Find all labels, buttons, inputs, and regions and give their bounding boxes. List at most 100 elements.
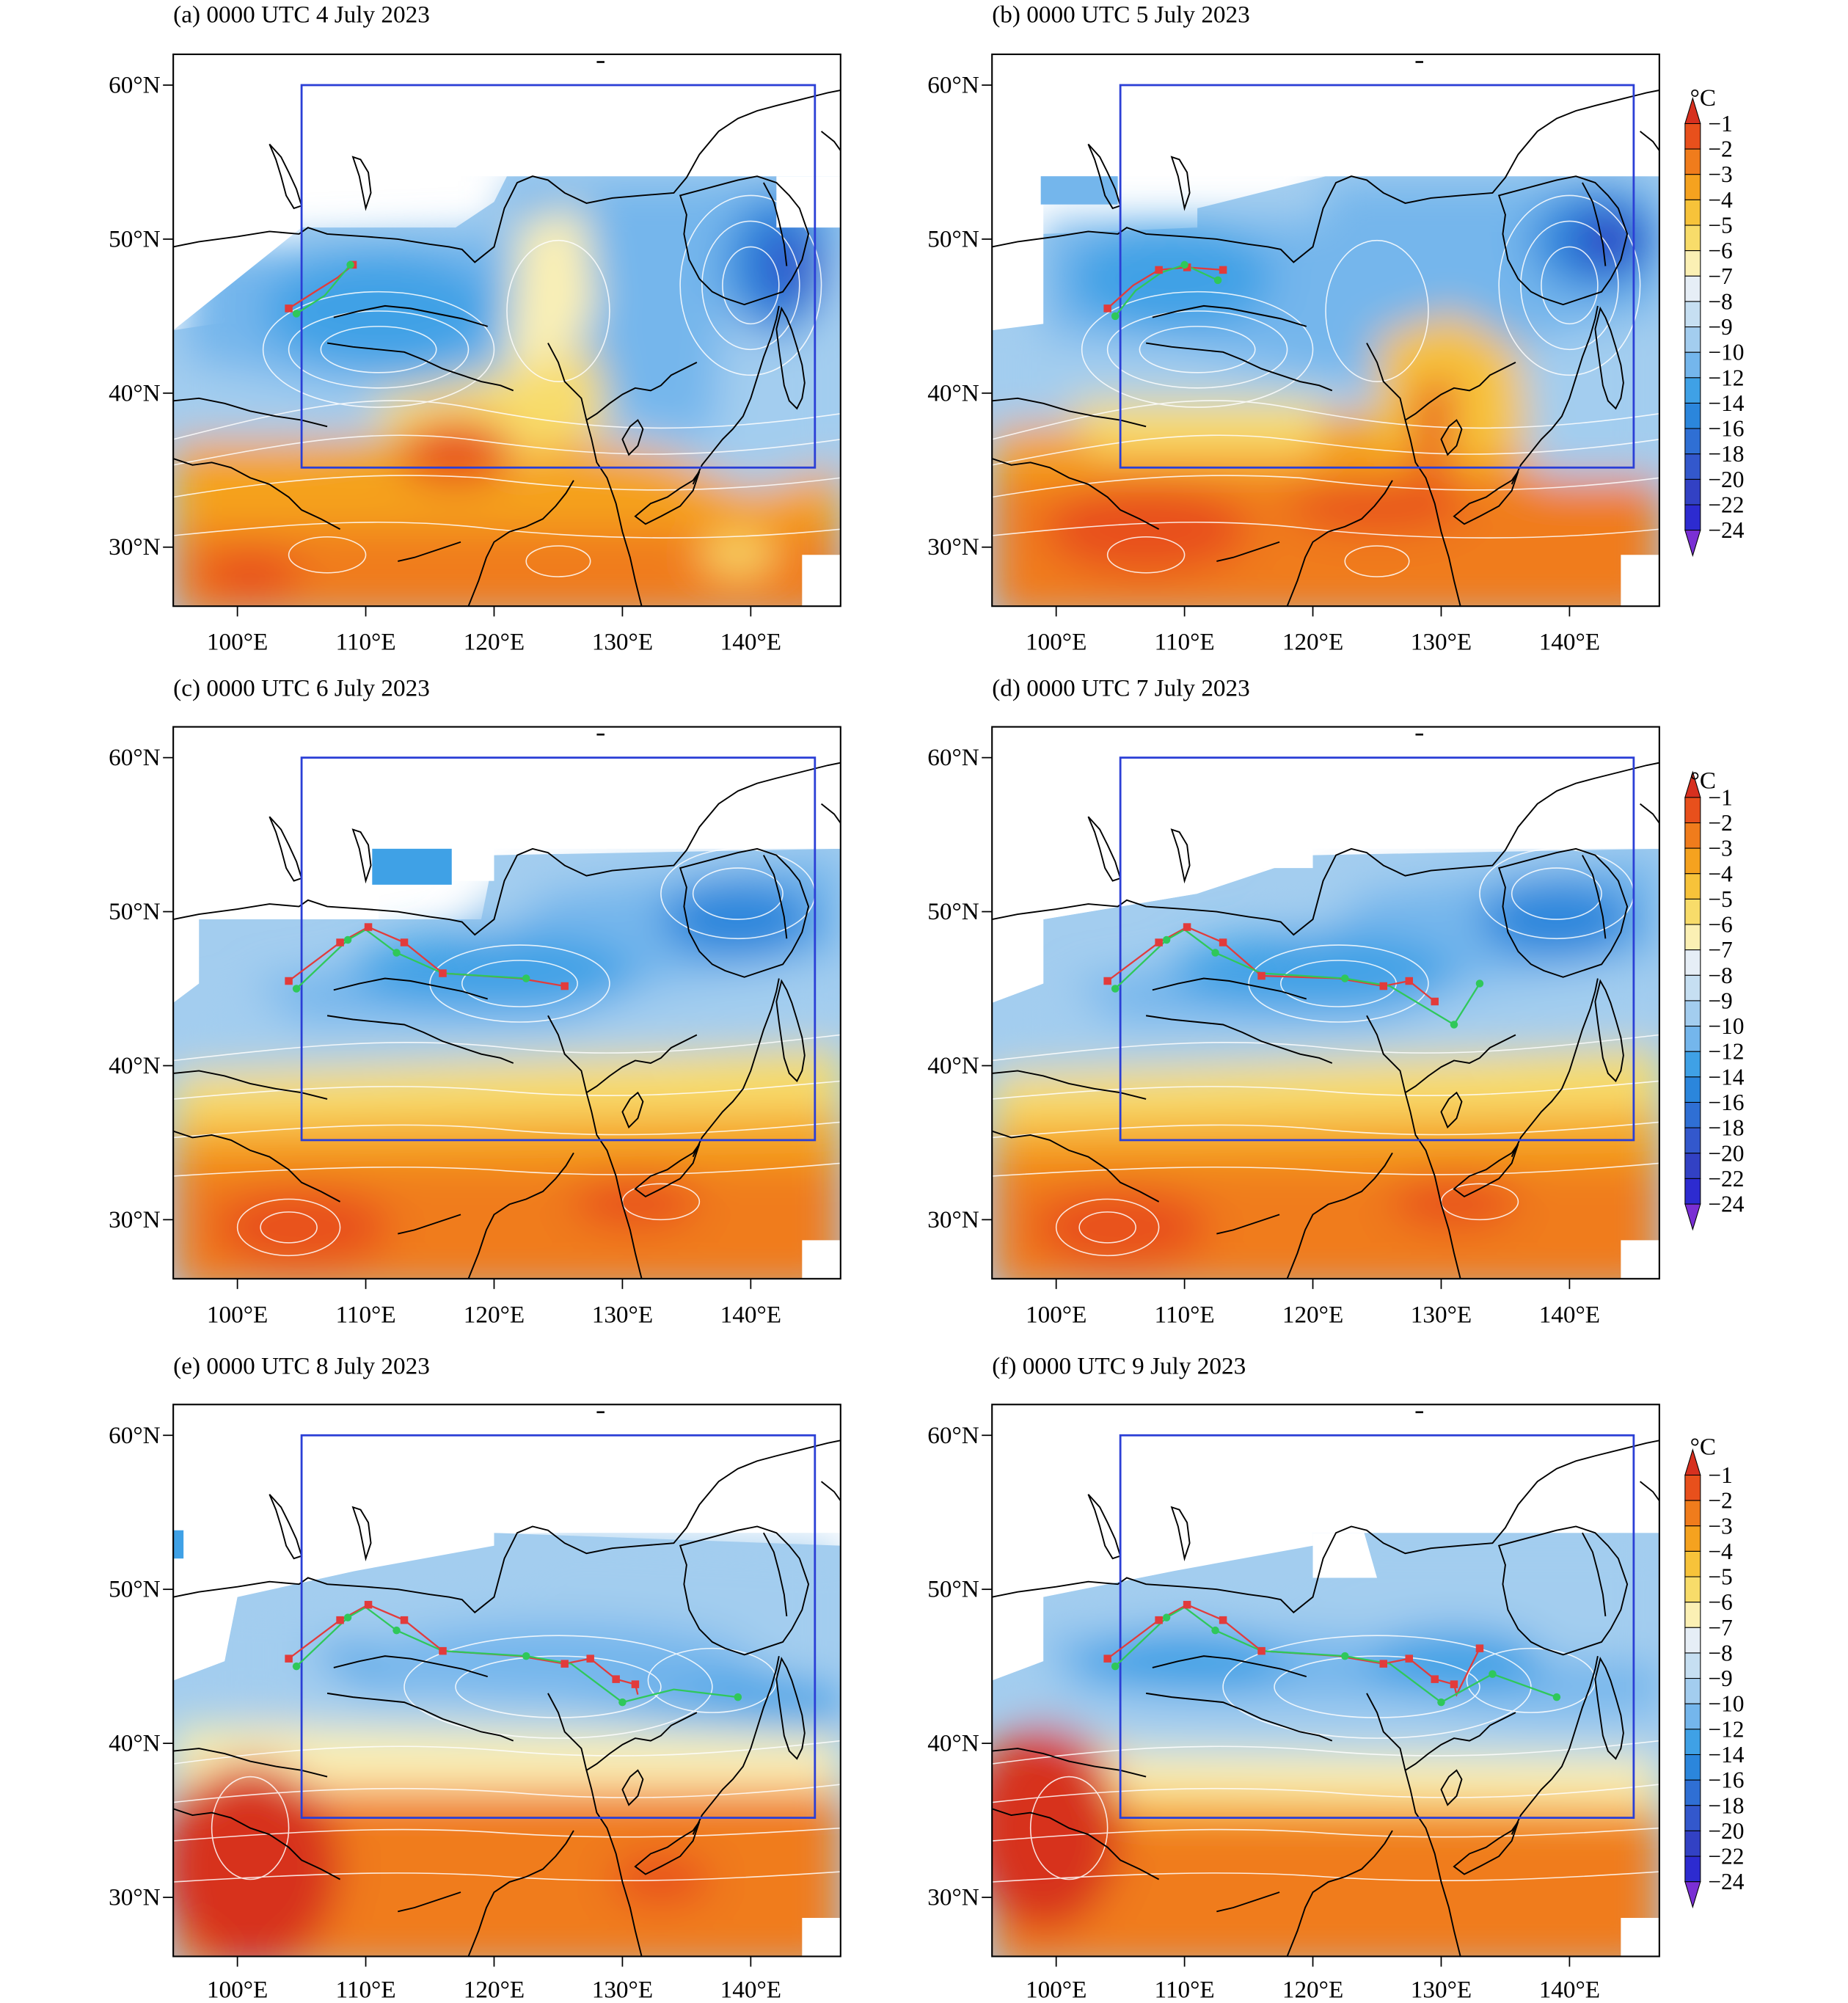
- map-field-e: [173, 1404, 841, 1957]
- lon-label: 120°E: [1282, 1301, 1343, 1328]
- colorbar-bin: [1684, 1754, 1701, 1781]
- colorbar-tick-label: −5: [1708, 213, 1732, 238]
- colorbar-tick-label: −2: [1708, 1488, 1732, 1514]
- colorbar-bin: [1684, 1000, 1701, 1027]
- panel-title-c: (c) 0000 UTC 6 July 2023: [173, 675, 430, 702]
- lon-label: 110°E: [1155, 1301, 1215, 1328]
- lon-label: 110°E: [335, 1976, 395, 2003]
- colorbar-bin: [1684, 174, 1701, 200]
- colorbar-bin: [1684, 1550, 1701, 1577]
- lon-label: 140°E: [720, 629, 781, 656]
- lat-label: 60°N: [927, 1422, 979, 1449]
- lon-label: 140°E: [720, 1301, 781, 1328]
- colorbar: −1−2−3−4−5−6−7−8−9−10−12−14−16−18−20−22−…: [1684, 1434, 1745, 1909]
- panel-d: [980, 726, 1661, 1291]
- colorbar-tick-label: −6: [1708, 1589, 1732, 1615]
- colorbar: −1−2−3−4−5−6−7−8−9−10−12−14−16−18−20−22−…: [1684, 767, 1745, 1231]
- colorbar-bin: [1684, 797, 1701, 824]
- lat-label: 50°N: [927, 225, 979, 252]
- colorbar-tick-label: −2: [1708, 136, 1732, 162]
- colorbar-bin: [1684, 1178, 1701, 1205]
- lon-label: 140°E: [1539, 1976, 1600, 2003]
- colorbar-tick-label: −5: [1708, 886, 1732, 912]
- colorbar-tick-label: −24: [1708, 1192, 1744, 1217]
- panel-title-d: (d) 0000 UTC 7 July 2023: [992, 675, 1250, 702]
- panel-title-b: (b) 0000 UTC 5 July 2023: [992, 1, 1250, 28]
- lon-label: 120°E: [1282, 1976, 1343, 2003]
- colorbar-tick-label: −16: [1708, 1767, 1744, 1793]
- colorbar-bin: [1684, 1805, 1701, 1831]
- domain-box-b: [1119, 84, 1635, 469]
- colorbar-bin: [1684, 275, 1701, 302]
- lon-label: 130°E: [592, 1976, 653, 2003]
- colorbar-tick-label: −18: [1708, 441, 1744, 467]
- colorbar-unit: °C: [1690, 84, 1716, 112]
- colorbar-tick-label: −24: [1708, 517, 1744, 543]
- colorbar-bin: [1684, 873, 1701, 900]
- lon-label: 130°E: [592, 629, 653, 656]
- colorbar-bin: [1684, 1127, 1701, 1154]
- lon-label: 120°E: [464, 629, 525, 656]
- colorbar-bin: [1684, 1830, 1701, 1857]
- lat-label: 30°N: [927, 533, 979, 561]
- colorbar-tick-label: −6: [1708, 238, 1732, 263]
- panel-title-e: (e) 0000 UTC 8 July 2023: [173, 1352, 430, 1379]
- track-green-f: [1114, 1606, 1557, 1704]
- colorbar-bin: [1684, 1525, 1701, 1552]
- lon-label: 100°E: [207, 629, 268, 656]
- panel-title-a: (a) 0000 UTC 4 July 2023: [173, 1, 430, 28]
- colorbar-arrow-bottom: [1684, 1881, 1701, 1909]
- colorbar-tick-label: −9: [1708, 1665, 1732, 1691]
- lat-label: 40°N: [109, 1730, 161, 1757]
- colorbar-tick-label: −7: [1708, 263, 1732, 289]
- lon-label: 140°E: [1539, 629, 1600, 656]
- lat-label: 30°N: [927, 1884, 979, 1911]
- colorbar-unit: °C: [1690, 767, 1716, 795]
- lat-label: 30°N: [109, 533, 161, 561]
- lon-label: 130°E: [1411, 629, 1472, 656]
- lon-label: 140°E: [1539, 1301, 1600, 1328]
- lat-label: 40°N: [927, 1052, 979, 1079]
- colorbar-tick-label: −14: [1708, 1742, 1744, 1767]
- colorbar-tick-label: −3: [1708, 161, 1732, 187]
- lon-label: 110°E: [1155, 629, 1215, 656]
- domain-box-c: [300, 756, 817, 1142]
- lon-label: 110°E: [335, 1301, 395, 1328]
- colorbar-bin: [1684, 1627, 1701, 1654]
- colorbar-tick-label: −14: [1708, 1064, 1744, 1090]
- lat-label: 50°N: [927, 898, 979, 925]
- colorbar-tick-label: −2: [1708, 810, 1732, 836]
- lon-label: 100°E: [207, 1976, 268, 2003]
- panel-f: [980, 1403, 1661, 1968]
- colorbar-tick-label: −3: [1708, 1513, 1732, 1539]
- colorbar-tick-label: −24: [1708, 1869, 1744, 1894]
- colorbar-tick-label: −8: [1708, 963, 1732, 988]
- colorbar-tick-label: −12: [1708, 1039, 1744, 1065]
- colorbar-tick-label: −4: [1708, 187, 1733, 213]
- colorbar-bin: [1684, 377, 1701, 404]
- colorbar-bin: [1684, 1576, 1701, 1603]
- colorbar-tick-label: −3: [1708, 836, 1732, 861]
- colorbar-bin: [1684, 148, 1701, 175]
- colorbar-arrow-bottom: [1684, 530, 1701, 558]
- colorbar-arrow-bottom: [1684, 1203, 1701, 1231]
- track-green-c: [296, 928, 527, 990]
- lon-label: 120°E: [464, 1976, 525, 2003]
- colorbar-tick-label: −20: [1708, 467, 1744, 492]
- domain-box-d: [1119, 756, 1635, 1142]
- colorbar-tick-label: −10: [1708, 1691, 1744, 1717]
- colorbar-bin: [1684, 822, 1701, 849]
- domain-box-e: [300, 1434, 817, 1819]
- lon-label: 100°E: [207, 1301, 268, 1328]
- colorbar-tick-label: −22: [1708, 1166, 1744, 1192]
- colorbar-tick-label: −10: [1708, 340, 1744, 365]
- colorbar-bin: [1684, 1026, 1701, 1052]
- colorbar-tick-label: −1: [1708, 111, 1732, 136]
- track-green-e: [296, 1606, 738, 1704]
- colorbar-bin: [1684, 1101, 1701, 1128]
- colorbar-bin: [1684, 847, 1701, 875]
- lon-label: 100°E: [1026, 1301, 1086, 1328]
- lon-label: 100°E: [1026, 1976, 1086, 2003]
- lon-label: 110°E: [1155, 1976, 1215, 2003]
- colorbar-bin: [1684, 453, 1701, 480]
